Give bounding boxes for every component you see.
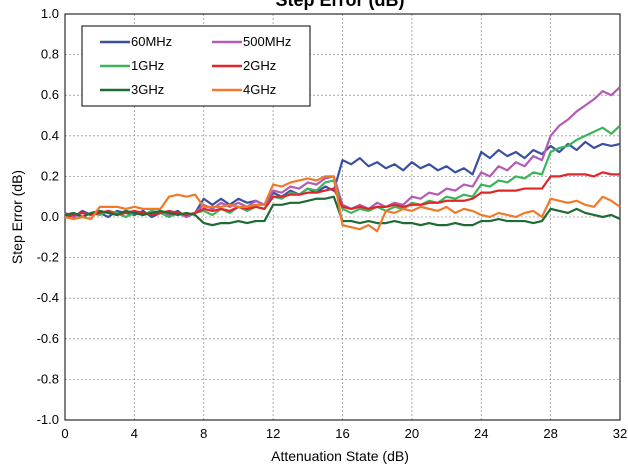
- y-tick-label: -1.0: [37, 412, 59, 427]
- legend-label: 3GHz: [131, 82, 164, 97]
- x-tick-label: 28: [543, 426, 557, 441]
- x-tick-label: 16: [335, 426, 349, 441]
- series-line: [64, 175, 621, 233]
- y-tick-label: 0.8: [41, 47, 59, 62]
- x-tick-label: 8: [200, 426, 207, 441]
- legend-label: 500MHz: [243, 34, 291, 49]
- y-tick-label: 0.4: [41, 128, 59, 143]
- y-tick-label: -0.2: [37, 250, 59, 265]
- legend-label: 1GHz: [131, 58, 164, 73]
- x-tick-label: 4: [131, 426, 138, 441]
- chart-title: Step Error (dB): [275, 0, 404, 10]
- legend-label: 4GHz: [243, 82, 276, 97]
- legend: 60MHz 500MHz 1GHz 2GHz 3GHz 4GHz: [81, 25, 311, 107]
- x-axis-label: Attenuation State (dB): [271, 448, 409, 464]
- y-tick-label: 1.0: [41, 6, 59, 21]
- y-tick-label: 0.0: [41, 209, 59, 224]
- x-tick-label: 24: [474, 426, 488, 441]
- y-tick-label: 0.6: [41, 87, 59, 102]
- x-tick-label: 0: [61, 426, 68, 441]
- y-axis-label: Step Error (dB): [9, 170, 25, 264]
- legend-label: 60MHz: [131, 34, 172, 49]
- x-tick-label: 32: [613, 426, 627, 441]
- series-line: [64, 171, 620, 219]
- y-tick-label: -0.8: [37, 371, 59, 386]
- y-tick-label: -0.6: [37, 331, 59, 346]
- x-tick-label: 12: [266, 426, 280, 441]
- y-tick-label: 0.2: [41, 168, 59, 183]
- y-tick-label: -0.4: [37, 290, 59, 305]
- legend-label: 2GHz: [243, 58, 276, 73]
- x-tick-label: 20: [405, 426, 419, 441]
